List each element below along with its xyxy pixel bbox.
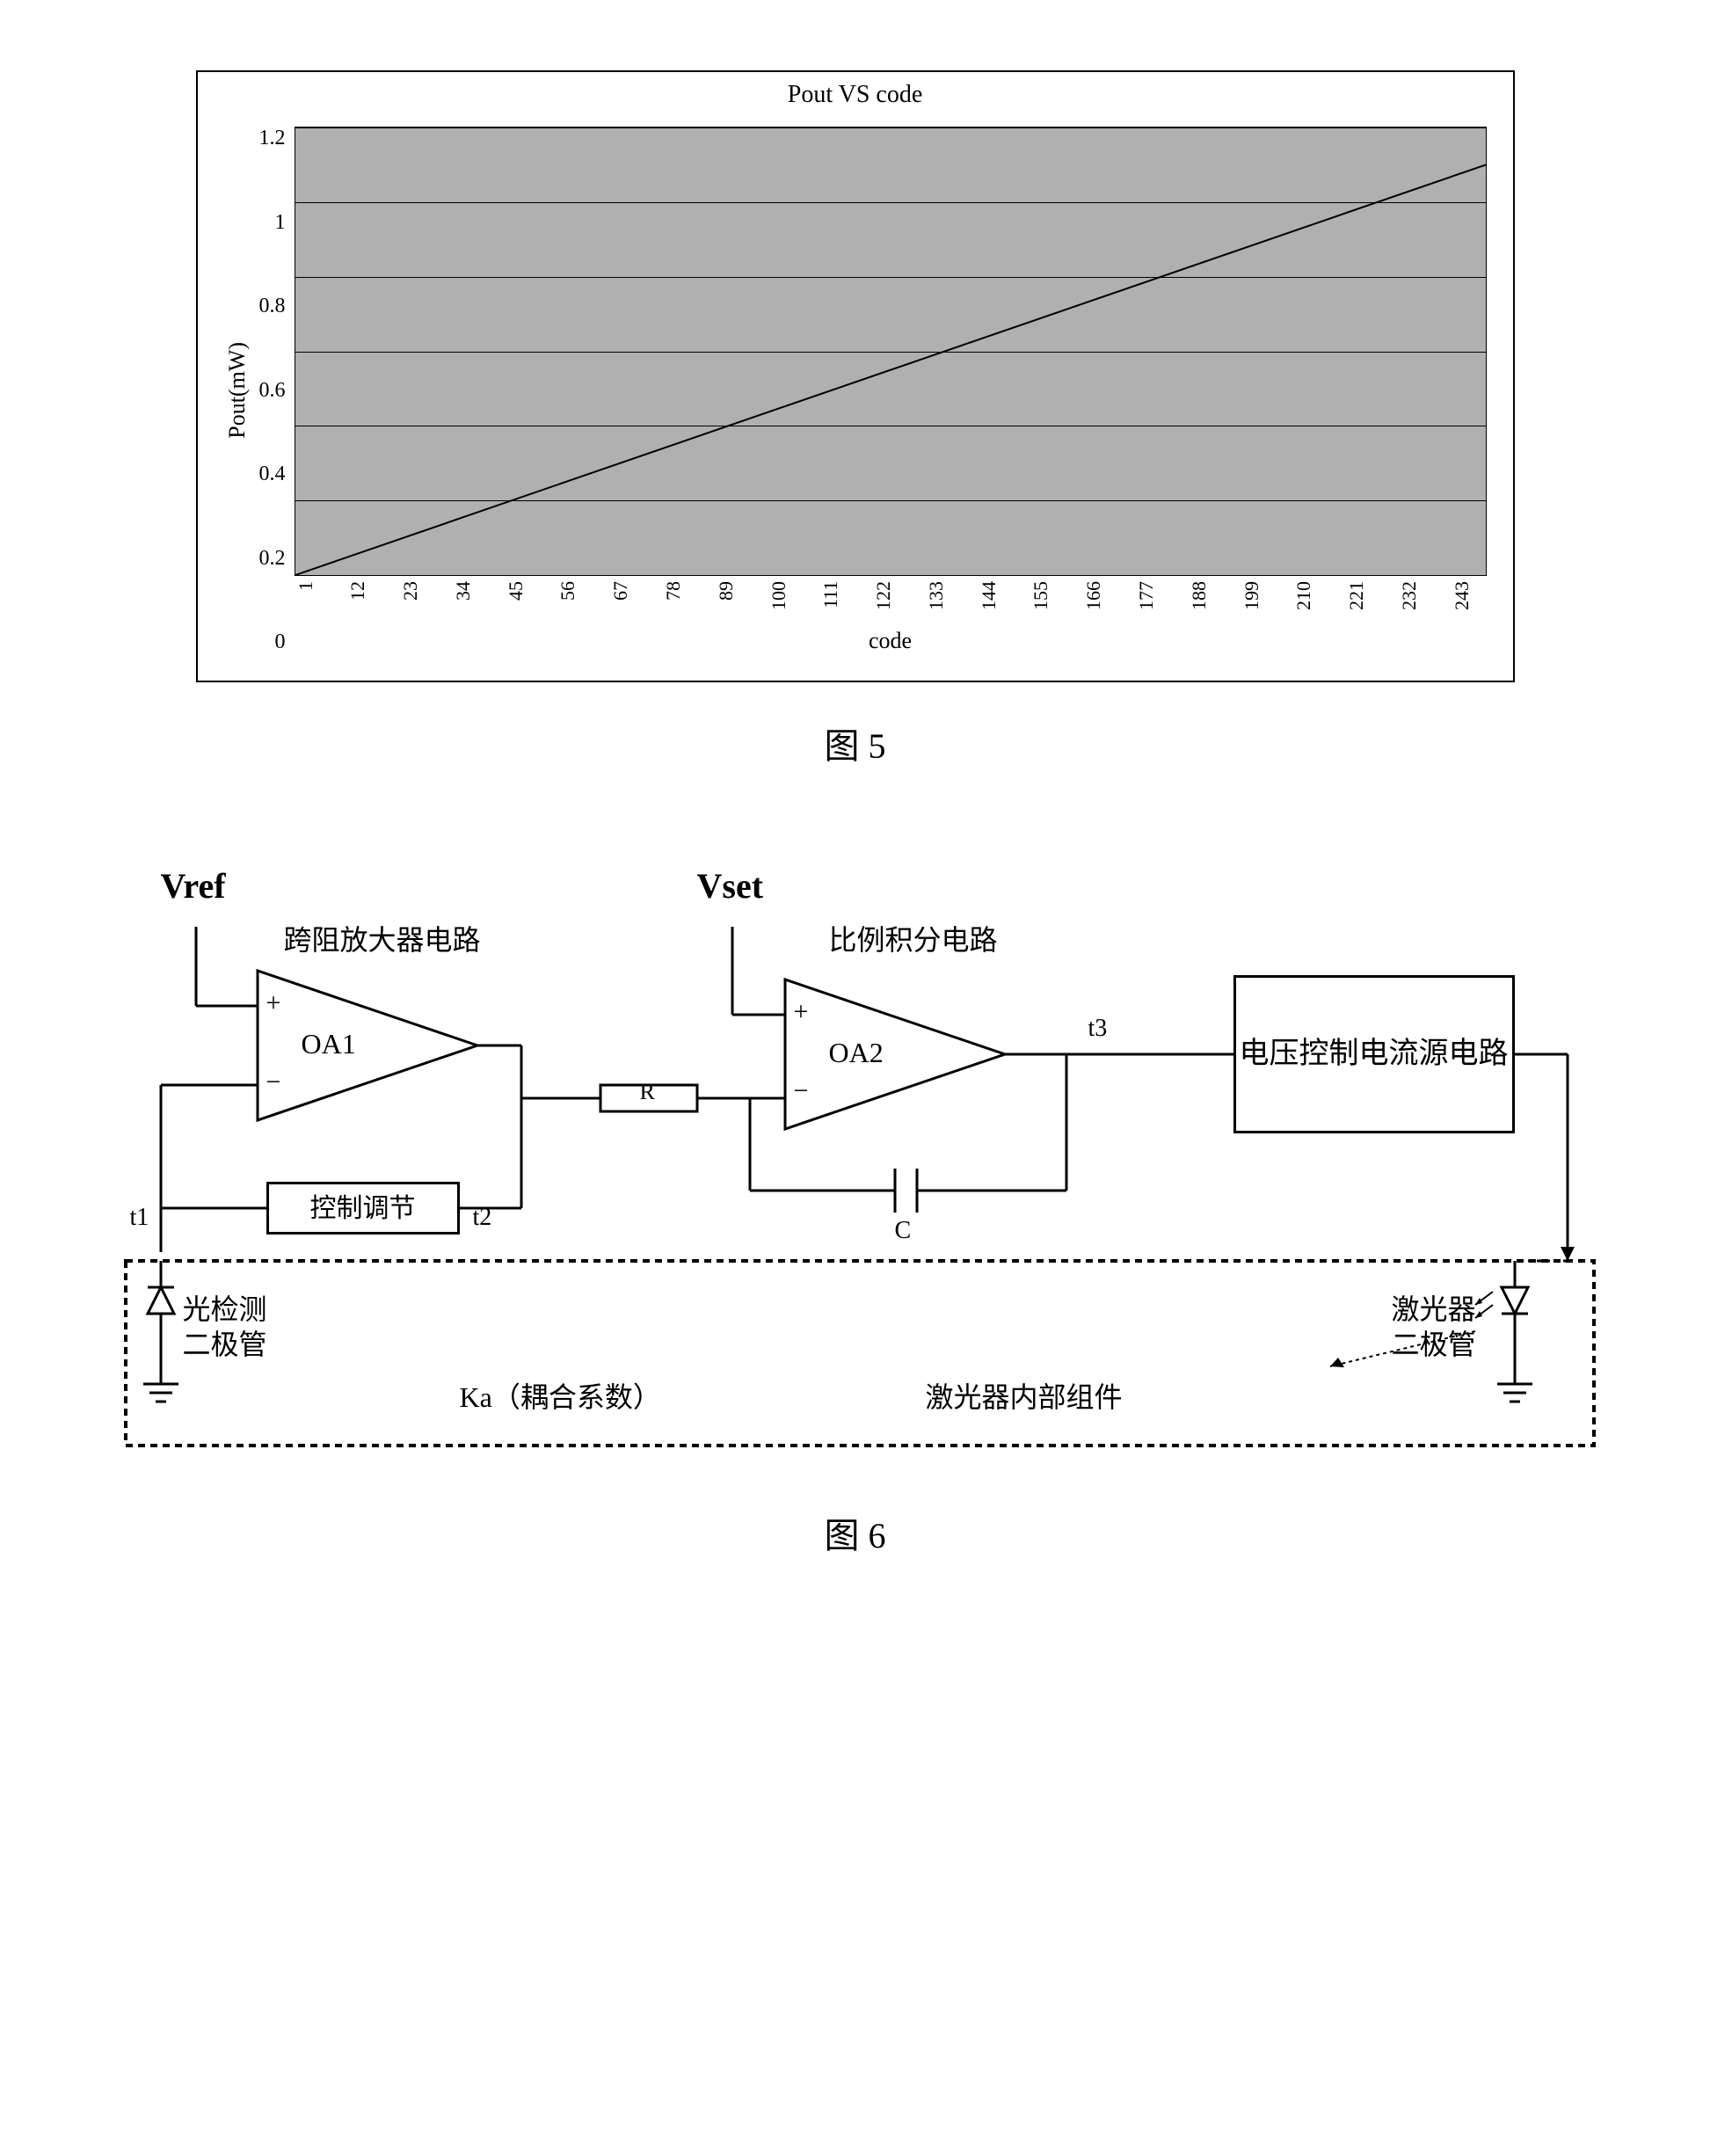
x-tick: 144	[978, 581, 1014, 610]
x-tick: 34	[452, 581, 488, 610]
plus-icon: +	[266, 988, 281, 1018]
figure5-caption: 图 5	[88, 717, 1622, 768]
x-tick: 89	[715, 581, 751, 610]
vccs-label: 电压控制电流源电路	[1240, 1035, 1509, 1074]
laser-line2: 二极管	[1392, 1322, 1476, 1363]
x-tick: 78	[662, 581, 698, 610]
chart-inner: Pout(mW) 1.2 1 0.8 0.6 0.4 0.2 0	[224, 127, 1487, 654]
x-tick: 155	[1030, 581, 1066, 610]
x-tick: 188	[1188, 581, 1224, 610]
y-tick: 0.4	[259, 463, 286, 486]
plot-area	[295, 127, 1487, 576]
vref-label: Vref	[161, 865, 226, 907]
x-tick: 221	[1345, 581, 1381, 610]
x-tick: 210	[1292, 581, 1328, 610]
x-tick: 199	[1241, 581, 1277, 610]
chart-title: Pout VS code	[224, 81, 1487, 109]
x-tick: 45	[505, 581, 541, 610]
internal-label: 激光器内部组件	[926, 1375, 1123, 1416]
x-ticks: 1 12 23 34 45 56 67 78 89 100 111 122 13…	[295, 581, 1487, 610]
y-ticks: 1.2 1 0.8 0.6 0.4 0.2 0	[259, 127, 295, 654]
t2-label: t2	[473, 1204, 492, 1232]
t3-label: t3	[1088, 1015, 1108, 1043]
x-tick: 111	[819, 581, 855, 610]
x-tick: 56	[557, 581, 593, 610]
x-tick: 1	[295, 581, 331, 610]
x-tick: 23	[399, 581, 435, 610]
plus-icon: +	[794, 997, 809, 1027]
t1-label: t1	[130, 1204, 149, 1232]
chart-container: Pout VS code Pout(mW) 1.2 1 0.8 0.6 0.4 …	[196, 70, 1515, 682]
plot-column: 1 12 23 34 45 56 67 78 89 100 111 122 13…	[295, 127, 1487, 654]
figure6-caption: 图 6	[88, 1507, 1622, 1558]
tia-label: 跨阻放大器电路	[284, 918, 481, 958]
y-tick: 1	[275, 211, 286, 235]
minus-icon: −	[266, 1067, 281, 1097]
c-label: C	[895, 1217, 912, 1245]
ka-label: Ka（耦合系数）	[460, 1375, 661, 1416]
pi-label: 比例积分电路	[829, 918, 998, 958]
oa1-label: OA1	[302, 1028, 356, 1060]
x-tick: 122	[872, 581, 908, 610]
x-tick: 166	[1082, 581, 1118, 610]
r-label: R	[640, 1079, 655, 1105]
x-tick: 243	[1451, 581, 1487, 610]
x-tick: 177	[1135, 581, 1171, 610]
x-tick: 232	[1398, 581, 1434, 610]
y-axis-label: Pout(mW)	[224, 342, 251, 439]
vset-label: Vset	[697, 865, 764, 907]
control-label: 控制调节	[310, 1191, 416, 1226]
photodiode-line2: 二极管	[183, 1322, 267, 1363]
circuit-container: Vref 跨阻放大器电路 Vset 比例积分电路 OA1 OA2 + − + −…	[108, 856, 1603, 1472]
minus-icon: −	[794, 1076, 809, 1106]
vccs-block: 电压控制电流源电路	[1233, 975, 1515, 1133]
x-tick: 100	[768, 581, 804, 610]
oa2-label: OA2	[829, 1037, 884, 1069]
x-tick: 67	[609, 581, 645, 610]
y-tick: 0	[275, 630, 286, 654]
x-tick: 133	[925, 581, 961, 610]
y-tick: 0.8	[259, 295, 286, 318]
x-axis-label: code	[295, 628, 1487, 654]
chart-line	[295, 127, 1486, 575]
y-tick: 0.2	[259, 547, 286, 571]
x-tick: 12	[346, 581, 382, 610]
y-tick: 0.6	[259, 379, 286, 403]
control-block: 控制调节	[266, 1182, 460, 1235]
y-tick: 1.2	[259, 127, 286, 150]
